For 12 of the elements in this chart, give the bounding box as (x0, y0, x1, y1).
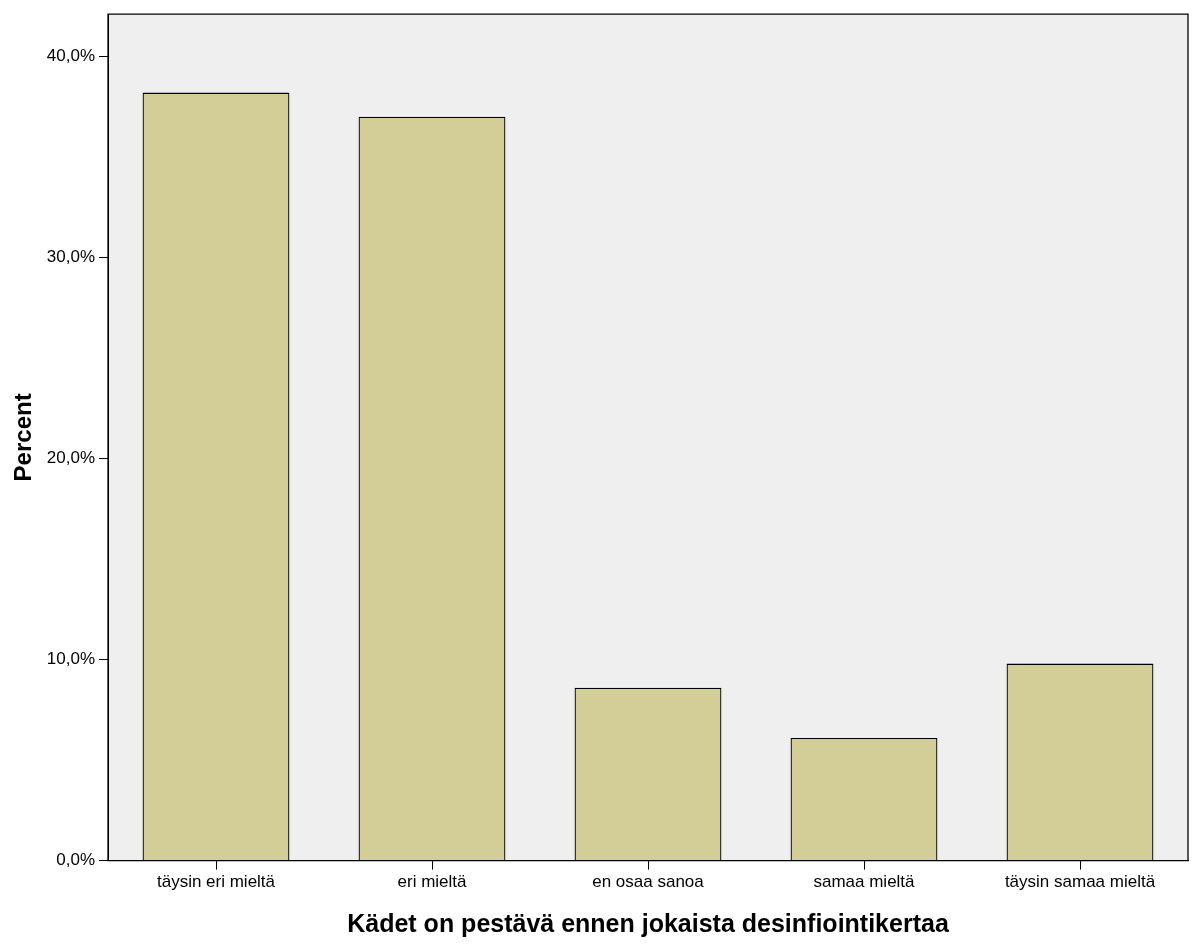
y-axis-title: Percent (9, 393, 37, 482)
x-tick-label: en osaa sanoa (592, 872, 705, 892)
x-tick-label: täysin eri mieltä (156, 872, 276, 892)
y-tick-label: 10,0% (46, 649, 95, 669)
x-tick-label: samaa mieltä (813, 872, 916, 892)
y-tick-label: 20,0% (46, 448, 95, 468)
x-tick-label: eri mieltä (397, 872, 468, 892)
x-tick-label: täysin samaa mieltä (1004, 872, 1156, 892)
y-tick-label: 0,0% (56, 850, 95, 870)
x-axis-title: Kädet on pestävä ennen jokaista desinfiointikertaa (347, 908, 950, 937)
y-tick-label: 30,0% (46, 247, 95, 267)
y-tick-label: 40,0% (46, 46, 95, 66)
